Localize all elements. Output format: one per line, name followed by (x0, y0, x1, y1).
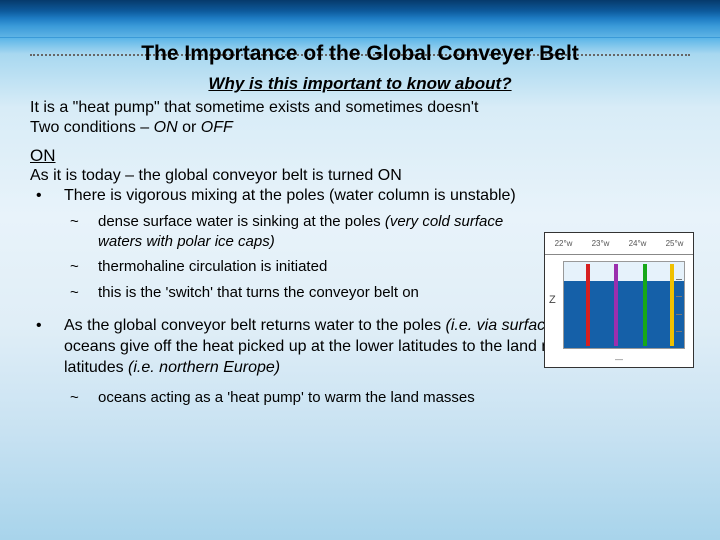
intro-line-2: Two conditions – ON or OFF (30, 118, 690, 138)
diagram-footer: — (545, 355, 693, 364)
diagram-header: 22°w 23°w 24°w 25°w (545, 233, 693, 255)
on-intro: As it is today – the global conveyor bel… (30, 166, 690, 186)
tilde-icon: ~ (70, 388, 98, 408)
slide-subtitle: Why is this important to know about? (30, 74, 690, 94)
on-bullet-1-text: There is vigorous mixing at the poles (w… (64, 186, 516, 206)
bullet-dot: • (30, 316, 64, 378)
tick-label: 22°w (555, 239, 573, 248)
tick-label: 25°w (666, 239, 684, 248)
profile-line-yellow (670, 264, 674, 346)
title-text: The Importance of the Global Conveyer Be… (137, 42, 583, 66)
depth-tick (676, 331, 682, 332)
slide-content: The Importance of the Global Conveyer Be… (0, 0, 720, 434)
depth-tick (676, 314, 682, 315)
intro-line-1: It is a "heat pump" that sometime exists… (30, 98, 690, 118)
bullet-dot: • (30, 186, 64, 206)
lower-sub-text: oceans acting as a 'heat pump' to warm t… (98, 388, 690, 408)
on-heading: ON (30, 146, 690, 166)
tilde-icon: ~ (70, 283, 98, 303)
profile-line-green (643, 264, 647, 346)
z-axis-label: Z (549, 294, 556, 306)
depth-tick (676, 296, 682, 297)
lower-italic2: (i.e. northern Europe) (128, 359, 280, 376)
on-bullet-1: • There is vigorous mixing at the poles … (30, 186, 690, 206)
diagram-plot (563, 261, 685, 349)
slide-title: The Importance of the Global Conveyer Be… (30, 42, 690, 66)
lower-sub-item: ~ oceans acting as a 'heat pump' to warm… (70, 388, 690, 408)
profile-line-purple (614, 264, 618, 346)
title-row: The Importance of the Global Conveyer Be… (30, 42, 690, 66)
salinity-depth-diagram: 22°w 23°w 24°w 25°w Z — (544, 232, 694, 368)
tick-label: 24°w (629, 239, 647, 248)
sub1-prefix: dense surface water is sinking at the po… (98, 213, 385, 230)
profile-line-red (586, 264, 590, 346)
tick-label: 23°w (592, 239, 610, 248)
depth-tick (676, 279, 682, 280)
tilde-icon: ~ (70, 212, 98, 251)
tilde-icon: ~ (70, 257, 98, 277)
lower-prefix: As the global conveyor belt returns wate… (64, 317, 446, 334)
